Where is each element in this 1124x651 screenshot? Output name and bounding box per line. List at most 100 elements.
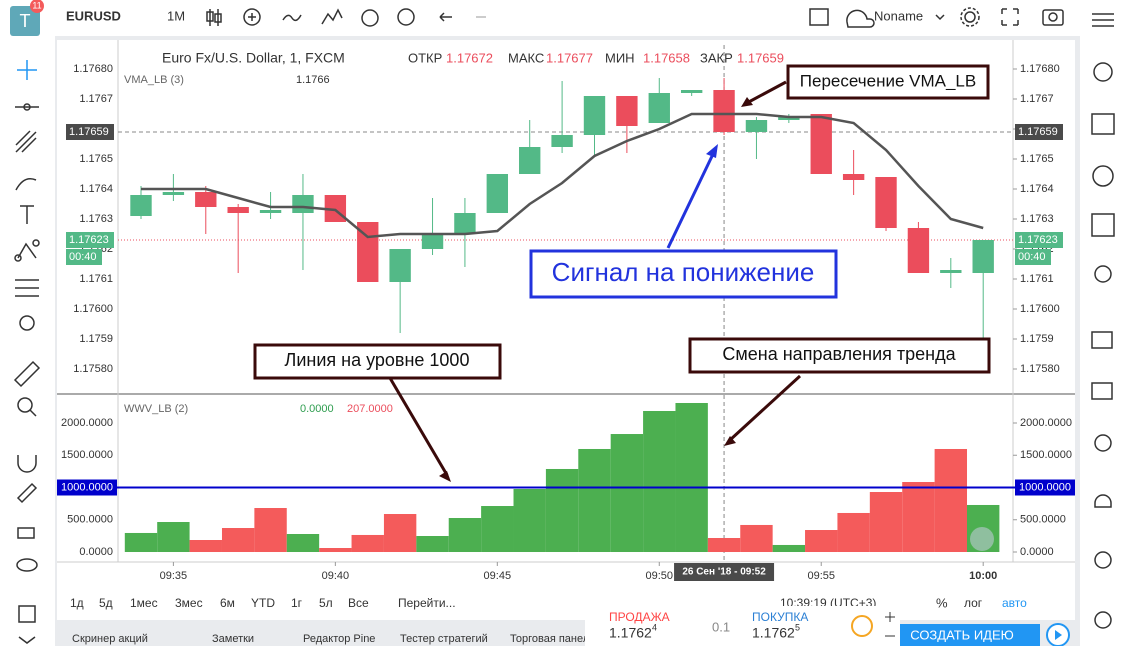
range-button[interactable]: 3мес xyxy=(175,596,203,610)
y-tick-label: 1.1763 xyxy=(79,213,113,225)
price-tag xyxy=(66,124,114,140)
volume-bar xyxy=(837,512,870,553)
y-tick-label: 1.17680 xyxy=(1020,63,1060,75)
range-button[interactable]: 5д xyxy=(99,596,113,610)
goto-button[interactable]: Перейти... xyxy=(398,596,456,610)
candle-body xyxy=(713,90,735,132)
volume-bar xyxy=(481,506,514,553)
price-tag-label: 1.17659 xyxy=(1018,126,1058,138)
level-tag xyxy=(57,479,117,496)
candle-body xyxy=(810,114,832,174)
legend-key: ОТКР xyxy=(408,50,442,65)
buy-price[interactable]: 1.1762 xyxy=(752,625,795,641)
volume-bar xyxy=(157,522,190,553)
range-button[interactable]: 1мес xyxy=(130,596,158,610)
y-tick-label: 1.1764 xyxy=(79,183,113,195)
y-tick-label: 1.1759 xyxy=(1020,333,1054,345)
volume-legend: 207.0000 xyxy=(347,403,393,415)
volume-bar xyxy=(448,518,482,553)
range-button[interactable]: 5л xyxy=(319,596,333,610)
tab[interactable]: Торговая панел xyxy=(510,633,589,645)
y-tick-label: 1.1759 xyxy=(79,333,113,345)
price-tag-label: 1.17623 xyxy=(1018,234,1058,246)
candle-body xyxy=(227,207,249,213)
y-tick-label: 1.17580 xyxy=(1020,363,1060,375)
volume-bar xyxy=(383,514,417,553)
legend-value: 1.17677 xyxy=(546,50,593,65)
tab[interactable]: Скринер акций xyxy=(72,633,148,645)
y-tick-label: 1.17580 xyxy=(73,363,113,375)
spread: 0.1 xyxy=(712,619,730,634)
annotation: Линия на уровне 1000 xyxy=(285,350,470,370)
y-tick-label: 1.1764 xyxy=(1020,183,1054,195)
annotation: Сигнал на понижение xyxy=(552,257,815,287)
percent-button[interactable]: % xyxy=(936,595,948,610)
range-button[interactable]: Все xyxy=(348,596,369,610)
volume-bar xyxy=(707,538,741,553)
candle-body xyxy=(583,96,606,135)
x-tick-label: 09:50 xyxy=(646,570,674,582)
candle-body xyxy=(195,192,217,207)
candle-body xyxy=(648,93,670,123)
time-tag-label: 26 Сен '18 - 09:52 xyxy=(682,567,766,578)
tab[interactable]: Заметки xyxy=(212,633,254,645)
candle-body xyxy=(940,270,962,273)
price-tag xyxy=(66,232,114,248)
interval[interactable]: 1M xyxy=(167,8,185,23)
volume-bar xyxy=(513,488,546,553)
y-tick-label: 1.1765 xyxy=(1020,153,1054,165)
volume-bar xyxy=(124,532,158,553)
buy-label[interactable]: ПОКУПКА xyxy=(752,610,808,624)
legend-value: 1.17658 xyxy=(643,50,690,65)
log-button[interactable]: лог xyxy=(964,596,983,610)
candle-body xyxy=(130,195,152,216)
candle-body xyxy=(680,90,703,93)
candle-body xyxy=(162,192,185,195)
range-button[interactable]: YTD xyxy=(251,596,275,610)
candle-body xyxy=(486,174,509,213)
range-button[interactable]: 1д xyxy=(70,596,84,610)
volume-bar xyxy=(578,448,611,553)
layout-name[interactable]: Noname xyxy=(874,8,923,23)
info-icon[interactable] xyxy=(851,615,873,637)
y-tick-label: 1.17600 xyxy=(1020,303,1060,315)
avatar-letter: T xyxy=(20,11,31,31)
play-icon xyxy=(1055,630,1062,640)
tab[interactable]: Редактор Pine xyxy=(303,633,375,645)
chart: 1.17580 1.17580 1.1759 1.1759 1.17600 1.17600… xyxy=(57,40,1075,645)
y-tick-label: 1.1767 xyxy=(1020,93,1054,105)
price-tag xyxy=(1015,124,1063,140)
candle-body xyxy=(421,234,444,249)
x-tick-label: 10:00 xyxy=(969,570,997,582)
auto-button[interactable]: авто xyxy=(1002,596,1027,610)
symbol[interactable]: EURUSD xyxy=(66,8,121,23)
y-tick-label: 1500.0000 xyxy=(1020,449,1072,461)
left-toolbar xyxy=(0,36,55,646)
y-tick-label: 1.1765 xyxy=(79,153,113,165)
y-tick-label: 500.0000 xyxy=(67,514,113,526)
x-tick-label: 09:35 xyxy=(160,570,188,582)
idea-button[interactable] xyxy=(900,624,1040,646)
volume-bar xyxy=(351,534,384,553)
left-tool-icons xyxy=(13,60,41,644)
range-button[interactable]: 6м xyxy=(220,596,235,610)
indicator-value: 1.1766 xyxy=(296,74,330,86)
level-label: 1000.0000 xyxy=(61,481,113,493)
scroll-button[interactable] xyxy=(970,527,994,551)
y-tick-label: 1.1763 xyxy=(1020,213,1054,225)
qty-buttons[interactable] xyxy=(885,612,895,637)
avatar[interactable] xyxy=(10,6,40,36)
trade-widget xyxy=(585,606,900,646)
idea-label: СОЗДАТЬ ИДЕЮ xyxy=(910,627,1014,642)
price-tag-label: 1.17659 xyxy=(69,126,109,138)
sell-label[interactable]: ПРОДАЖА xyxy=(609,610,670,624)
sell-price[interactable]: 1.1762 xyxy=(609,625,652,641)
candle-body xyxy=(389,249,411,282)
tab[interactable]: Тестер стратегий xyxy=(400,633,488,645)
range-button[interactable]: 1г xyxy=(291,596,303,610)
volume-legend: 0.0000 xyxy=(300,403,334,415)
legend-key: ЗАКР xyxy=(700,50,733,65)
countdown: 00:40 xyxy=(69,251,97,263)
level-label: 1000.0000 xyxy=(1019,481,1071,493)
